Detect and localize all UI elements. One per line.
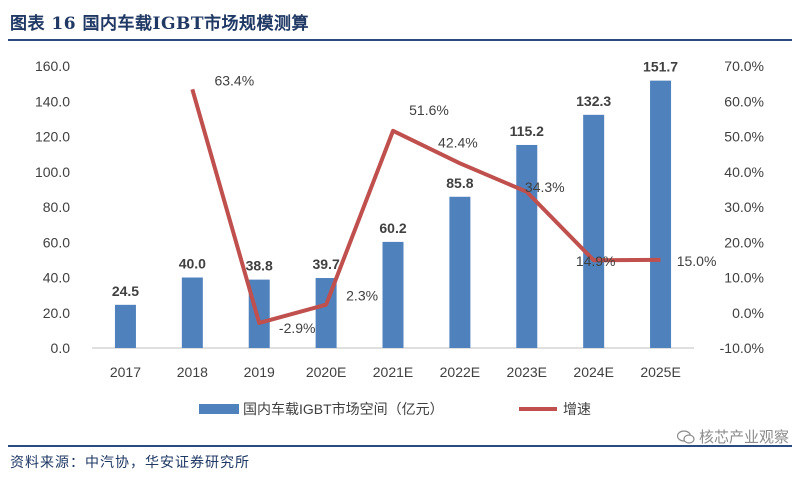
bar xyxy=(248,279,270,348)
y-left-tick-label: 80.0 xyxy=(43,199,70,215)
bar-value-label: 40.0 xyxy=(179,256,206,272)
x-tick-label: 2017 xyxy=(110,364,141,380)
x-tick-label: 2023E xyxy=(507,364,547,380)
bar xyxy=(382,241,404,348)
x-tick-label: 2020E xyxy=(306,364,346,380)
y-right-tick-label: 0.0% xyxy=(732,305,764,321)
y-right-tick-label: 10.0% xyxy=(724,270,764,286)
bar xyxy=(114,304,136,348)
bar-labels: 24.5 40.0 38.8 39.7 60.2 85.8 115.2 132.3 151.7 xyxy=(112,59,678,299)
footer-divider xyxy=(8,445,792,447)
bar-value-label: 115.2 xyxy=(510,123,544,139)
wechat-icon xyxy=(676,429,695,444)
x-tick-label: 2025E xyxy=(640,364,680,380)
y-right-tick-label: 60.0% xyxy=(724,93,764,109)
growth-value-label: -2.9% xyxy=(279,320,316,336)
bar-series xyxy=(114,80,672,348)
growth-value-label: 63.4% xyxy=(214,72,254,88)
y-right-axis: -10.0% 0.0% 10.0% 20.0% 30.0% 40.0% 50.0% 60.0%… xyxy=(720,58,764,356)
x-tick-label: 2019 xyxy=(244,364,275,380)
watermark-text: 核芯产业观察 xyxy=(698,428,789,446)
bar xyxy=(449,196,471,348)
legend-bar-label: 国内车载IGBT市场空间（亿元） xyxy=(243,401,444,417)
y-left-tick-label: 60.0 xyxy=(43,234,70,250)
growth-value-label: 14.9% xyxy=(576,253,616,269)
x-axis: 2017 2018 2019 2020E 2021E 2022E 2023E 2024E 202… xyxy=(110,364,681,380)
growth-value-label: 51.6% xyxy=(409,102,449,118)
growth-line xyxy=(190,88,661,325)
bar-value-label: 132.3 xyxy=(576,93,611,109)
y-left-tick-label: 140.0 xyxy=(35,93,70,109)
growth-value-label: 42.4% xyxy=(438,134,478,150)
source-note: 资料来源：中汽协，华安证券研究所 xyxy=(10,455,250,471)
page-title: 图表 16 国内车载IGBT市场规模测算 xyxy=(10,14,309,34)
y-right-tick-label: 50.0% xyxy=(724,129,764,145)
x-tick-label: 2022E xyxy=(440,364,480,380)
growth-labels: 63.4% -2.9% 2.3% 51.6% 42.4% 34.3% 14.9% 15.0% xyxy=(214,72,716,336)
x-tick-label: 2021E xyxy=(373,364,413,380)
bar-value-label: 38.8 xyxy=(246,258,273,274)
watermark: 核芯产业观察 xyxy=(676,426,789,447)
bar xyxy=(650,80,672,348)
growth-value-label: 34.3% xyxy=(525,179,565,195)
title-divider xyxy=(8,39,792,41)
bar-value-label: 85.8 xyxy=(446,175,473,191)
y-left-tick-label: 160.0 xyxy=(35,58,70,74)
x-tick-label: 2018 xyxy=(177,364,208,380)
y-left-tick-label: 20.0 xyxy=(43,305,70,321)
bar xyxy=(516,144,538,348)
bar-value-label: 39.7 xyxy=(312,256,339,272)
bar xyxy=(181,277,203,348)
legend-bar-swatch xyxy=(199,404,239,414)
legend-line-label: 增速 xyxy=(563,401,591,417)
y-right-tick-label: 30.0% xyxy=(724,199,764,215)
legend: 国内车载IGBT市场空间（亿元） 增速 xyxy=(199,401,591,417)
y-left-tick-label: 120.0 xyxy=(35,129,70,145)
growth-value-label: 2.3% xyxy=(346,288,378,304)
y-right-tick-label: 20.0% xyxy=(724,234,764,250)
y-left-tick-label: 100.0 xyxy=(35,164,70,180)
y-right-tick-label: 40.0% xyxy=(724,164,764,180)
y-left-tick-label: 0.0 xyxy=(51,340,71,356)
y-right-tick-label: -10.0% xyxy=(720,340,764,356)
y-left-tick-label: 40.0 xyxy=(43,270,70,286)
x-tick-label: 2024E xyxy=(573,364,613,380)
bar-value-label: 60.2 xyxy=(379,220,406,236)
growth-value-label: 15.0% xyxy=(677,253,717,269)
chart: 0.020.040.060.080.0100.0120.0140.0160.0 … xyxy=(35,58,764,417)
bar-value-label: 24.5 xyxy=(112,283,139,299)
bar-value-label: 151.7 xyxy=(643,59,678,75)
y-right-tick-label: 70.0% xyxy=(724,58,764,74)
y-left-axis: 0.0 20.0 40.0 60.0 80.0 100.0 120.0 140.0 160.0 xyxy=(35,58,70,356)
bar xyxy=(583,114,605,348)
